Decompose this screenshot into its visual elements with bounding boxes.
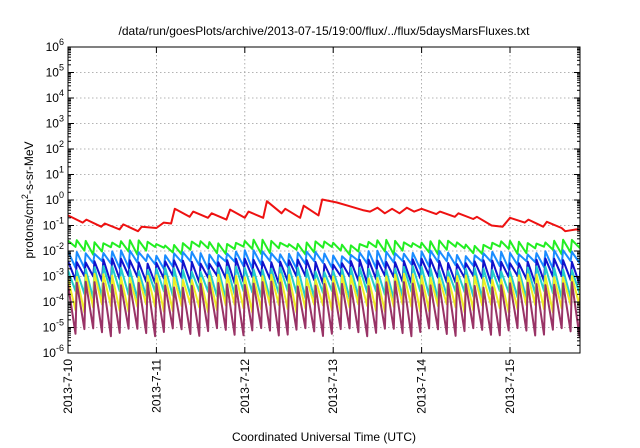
x-tick-labels: 2013-7-10 2013-7-11 2013-7-12 2013-7-13 2013…	[61, 359, 517, 414]
series-line	[68, 280, 580, 338]
plot-series	[68, 198, 580, 338]
y-tick-label: 10-3	[43, 267, 64, 284]
axis-ticks	[67, 46, 580, 354]
series-line	[68, 238, 580, 256]
y-tick-label: 10-6	[43, 343, 64, 360]
x-tick-label: 2013-7-14	[415, 359, 429, 414]
series-line	[68, 198, 580, 233]
x-tick-label: 2013-7-11	[149, 359, 163, 413]
y-tick-label: 10-4	[43, 292, 64, 309]
y-axis-label-rest: -s-sr-MeV	[22, 141, 36, 194]
x-tick-label: 2013-7-13	[326, 359, 340, 414]
y-tick-label: 106	[46, 37, 64, 54]
y-tick-labels: 10-6 10-5 10-4 10-3 10-2 10-1 100 101 102 103 104 1…	[43, 37, 64, 360]
x-tick-label: 2013-7-15	[503, 359, 517, 414]
y-tick-label: 104	[46, 88, 64, 105]
y-tick-label: 101	[46, 165, 64, 182]
y-tick-label: 102	[46, 139, 64, 156]
y-axis-label-sup: 2	[20, 194, 30, 199]
y-tick-label: 10-2	[43, 241, 64, 258]
y-tick-label: 10-1	[43, 216, 64, 233]
x-tick-label: 2013-7-12	[238, 359, 252, 414]
y-tick-label: 100	[46, 190, 64, 207]
y-tick-label: 105	[46, 63, 64, 80]
y-tick-label: 103	[46, 114, 64, 131]
y-axis-label-main: protons/cm	[22, 199, 36, 258]
y-tick-label: 10-5	[43, 318, 64, 335]
y-axis-label: protons/cm2-s-sr-MeV	[20, 141, 36, 258]
x-tick-label: 2013-7-10	[61, 359, 75, 414]
chart-title: /data/run/goesPlots/archive/2013-07-15/1…	[119, 24, 531, 38]
x-axis-label: Coordinated Universal Time (UTC)	[232, 430, 416, 444]
